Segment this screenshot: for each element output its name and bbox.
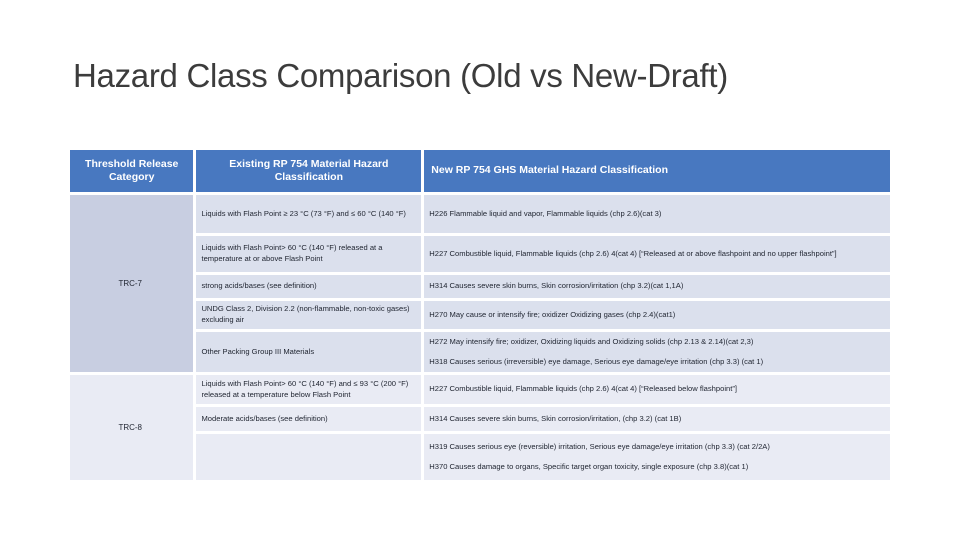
new-classification-cell: H272 May intensify fire; oxidizer, Oxidi…: [424, 332, 890, 372]
new-classification-cell: H227 Combustible liquid, Flammable liqui…: [424, 375, 890, 404]
existing-classification-cell: strong acids/bases (see definition): [196, 275, 422, 298]
existing-classification-cell: UNDG Class 2, Division 2.2 (non-flammabl…: [196, 301, 422, 329]
header-row: Threshold Release Category Existing RP 7…: [70, 150, 890, 192]
hazard-statement: H319 Causes serious eye (reversible) irr…: [429, 441, 770, 451]
table-row: Liquids with Flash Point> 60 °C (140 °F)…: [70, 236, 890, 272]
new-classification-cell: H314 Causes severe skin burns, Skin corr…: [424, 407, 890, 431]
category-cell-trc-8: TRC-8: [70, 375, 194, 480]
existing-classification-cell: Liquids with Flash Point> 60 °C (140 °F)…: [196, 236, 422, 272]
new-classification-cell: H226 Flammable liquid and vapor, Flammab…: [424, 195, 890, 233]
new-classification-cell: H314 Causes severe skin burns, Skin corr…: [424, 275, 890, 298]
table-row: H319 Causes serious eye (reversible) irr…: [70, 434, 890, 480]
table-row: Other Packing Group III Materials H272 M…: [70, 332, 890, 372]
table-row: strong acids/bases (see definition) H314…: [70, 275, 890, 298]
table-row: TRC-7 Liquids with Flash Point ≥ 23 °C (…: [70, 195, 890, 372]
existing-classification-cell: Moderate acids/bases (see definition): [196, 407, 422, 431]
hazard-statement: H370 Causes damage to organs, Specific t…: [429, 461, 749, 471]
existing-classification-cell: Other Packing Group III Materials: [196, 332, 422, 372]
column-header-existing-classification: Existing RP 754 Material Hazard Classifi…: [196, 150, 422, 192]
column-header-new-ghs-classification: New RP 754 GHS Material Hazard Classific…: [424, 150, 890, 192]
column-header-threshold-release-category: Threshold Release Category: [70, 150, 194, 192]
table-row: TRC-8 Liquids with Flash Point> 60 °C (1…: [70, 375, 890, 480]
new-classification-cell: H270 May cause or intensify fire; oxidiz…: [424, 301, 890, 329]
existing-classification-cell: Liquids with Flash Point ≥ 23 °C (73 °F)…: [196, 195, 422, 233]
new-classification-cell: H319 Causes serious eye (reversible) irr…: [424, 434, 890, 480]
existing-classification-cell-empty: [196, 434, 422, 480]
new-classification-cell: H227 Combustible liquid, Flammable liqui…: [424, 236, 890, 272]
hazard-statement: H318 Causes serious (irreversible) eye d…: [429, 356, 764, 366]
existing-classification-cell: Liquids with Flash Point> 60 °C (140 °F)…: [196, 375, 422, 404]
hazard-comparison-table: Threshold Release Category Existing RP 7…: [67, 147, 893, 483]
slide-title: Hazard Class Comparison (Old vs New-Draf…: [73, 57, 728, 94]
table-row: Moderate acids/bases (see definition) H3…: [70, 407, 890, 431]
hazard-statement: H272 May intensify fire; oxidizer, Oxidi…: [429, 336, 754, 346]
category-cell-trc-7: TRC-7: [70, 195, 194, 372]
table-row: UNDG Class 2, Division 2.2 (non-flammabl…: [70, 301, 890, 329]
